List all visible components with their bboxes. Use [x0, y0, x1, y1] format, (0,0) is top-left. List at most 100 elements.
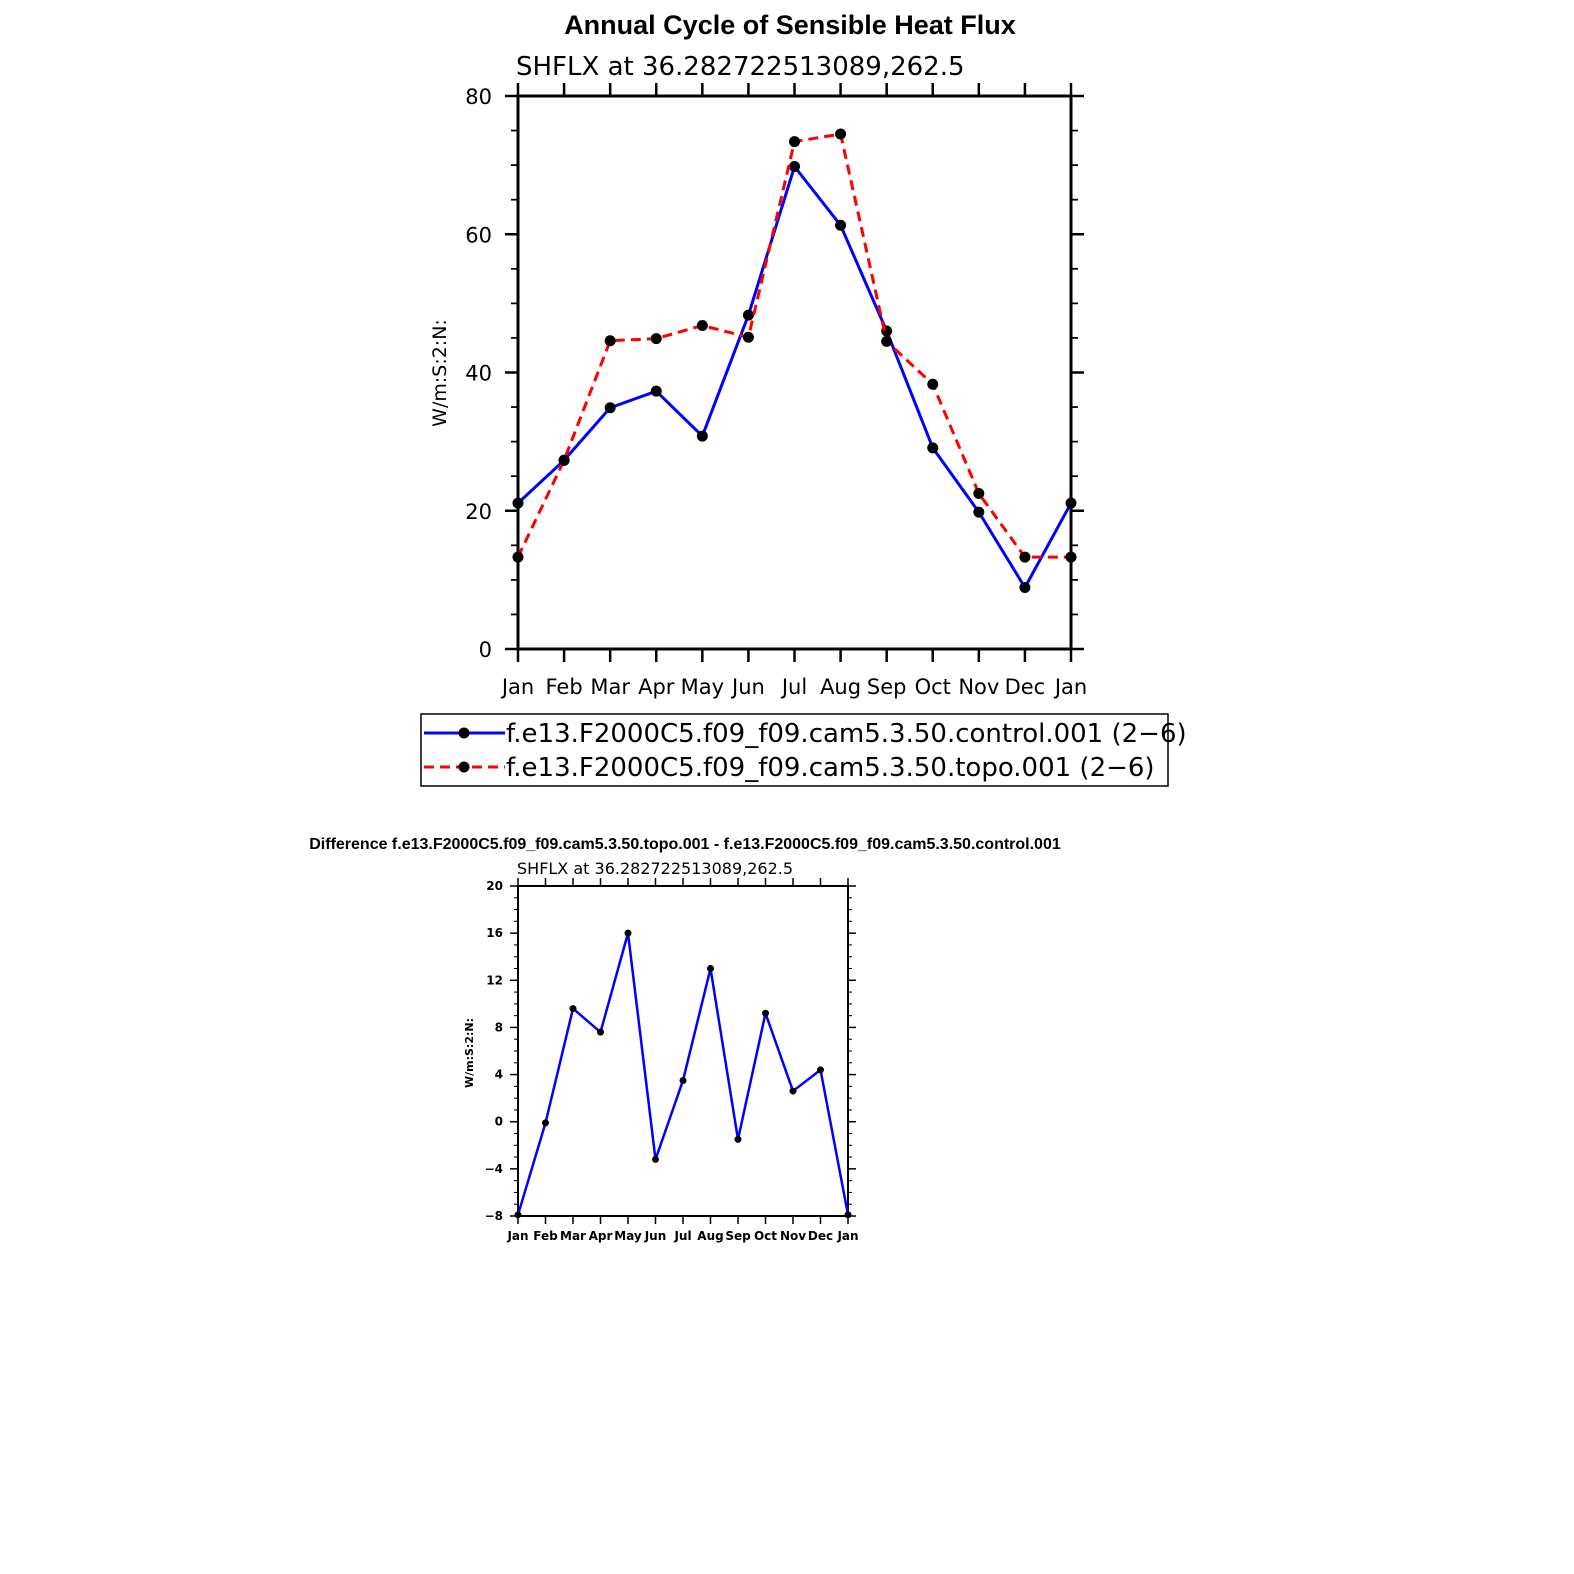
data-point-s0-2: [604, 402, 616, 414]
y-tick-label-4: 80: [465, 85, 492, 109]
x-tick-label-1: Feb: [545, 675, 582, 699]
chart1-series-group: [512, 128, 1077, 593]
legend-swatch-control-marker: [458, 727, 470, 739]
x-tick-label-10: Nov: [780, 1229, 806, 1243]
data-point-s0-11: [1019, 581, 1031, 593]
chart1-y-tick-labels: 0 20 40 60 80: [465, 85, 492, 662]
chart1-x-tick-labels: Jan Feb Mar Apr May Jun Jul Aug Sep Oct Nov Dec Jan: [500, 675, 1087, 699]
data-point-s1-11: [1019, 551, 1031, 563]
x-tick-label-11: Dec: [808, 1229, 833, 1243]
data-point-s0-3: [650, 385, 662, 397]
data-point-s0-6: [679, 1076, 687, 1084]
x-tick-label-12: Jan: [1053, 675, 1087, 699]
data-point-s0-0: [514, 1211, 522, 1219]
y-tick-label-4: 8: [495, 1020, 503, 1034]
legend-swatch-topo-marker: [458, 761, 470, 773]
data-point-s0-1: [542, 1119, 549, 1127]
x-tick-label-5: Jun: [730, 675, 765, 699]
x-tick-label-5: Jun: [644, 1229, 667, 1243]
data-point-s1-5: [742, 331, 754, 343]
chart2-x-tick-labels: Jan Feb Mar Apr May Jun Jul Aug Sep Oct Nov Dec Jan: [506, 1229, 858, 1243]
data-point-s1-0: [512, 551, 524, 563]
y-tick-label-5: 12: [486, 973, 503, 987]
data-point-s0-12: [1065, 497, 1077, 509]
data-point-s0-6: [789, 161, 800, 173]
data-point-s1-9: [927, 378, 939, 390]
data-point-s1-3: [650, 333, 662, 345]
x-tick-label-10: Nov: [958, 675, 999, 699]
x-tick-label-11: Dec: [1005, 675, 1046, 699]
y-tick-label-7: 20: [486, 879, 503, 893]
data-point-s0-2: [569, 1005, 577, 1013]
x-tick-label-2: Mar: [590, 675, 630, 699]
data-point-s1-6: [789, 136, 800, 148]
data-point-s0-12: [844, 1211, 852, 1219]
chart2-series-group: [514, 929, 852, 1219]
data-point-s0-11: [817, 1066, 824, 1074]
data-point-s0-9: [762, 1009, 769, 1017]
data-point-s0-9: [927, 442, 939, 454]
legend-label-topo: f.e13.F2000C5.f09_f09.cam5.3.50.topo.001…: [506, 753, 1155, 783]
chart1-legend: f.e13.F2000C5.f09_f09.cam5.3.50.control.…: [420, 713, 1187, 787]
chart2-y-tick-labels: −8 −4 0 4 8 12 16 20: [485, 879, 503, 1223]
chart-annual-cycle: Annual Cycle of Sensible Heat Flux SHFLX…: [420, 10, 1187, 787]
data-point-s0-8: [734, 1135, 742, 1143]
chart1-y-axis-label: W/m:S:2:N:: [429, 319, 451, 427]
data-point-s0-4: [696, 430, 708, 442]
data-point-s0-10: [973, 506, 985, 518]
y-tick-label-3: 4: [495, 1068, 503, 1082]
chart1-legend-box: [420, 713, 1169, 787]
y-tick-label-2: 0: [495, 1115, 503, 1129]
x-tick-label-3: Apr: [589, 1229, 613, 1243]
chart2-subtitle: SHFLX at 36.282722513089,262.5: [517, 859, 793, 878]
chart2-ticks: [510, 878, 856, 1224]
x-tick-label-3: Apr: [638, 675, 675, 699]
x-tick-label-7: Aug: [697, 1229, 723, 1243]
data-point-s1-7: [835, 128, 847, 140]
y-tick-label-3: 60: [465, 223, 492, 247]
x-tick-label-4: May: [614, 1229, 642, 1243]
y-tick-label-0: 0: [479, 638, 492, 662]
x-tick-label-6: Jul: [673, 1229, 691, 1243]
x-tick-label-8: Sep: [867, 675, 907, 699]
x-tick-label-7: Aug: [820, 675, 861, 699]
x-tick-label-12: Jan: [836, 1229, 858, 1243]
legend-label-control: f.e13.F2000C5.f09_f09.cam5.3.50.control.…: [506, 719, 1187, 749]
y-tick-label-1: −4: [485, 1162, 503, 1176]
x-tick-label-2: Mar: [560, 1229, 586, 1243]
x-tick-label-4: May: [681, 675, 724, 699]
x-tick-label-9: Oct: [754, 1229, 777, 1243]
chart1-title: Annual Cycle of Sensible Heat Flux: [564, 10, 1016, 40]
x-tick-label-1: Feb: [533, 1229, 558, 1243]
chart2-title: Difference f.e13.F2000C5.f09_f09.cam5.3.…: [309, 836, 1061, 853]
y-tick-label-6: 16: [486, 926, 503, 940]
x-tick-label-8: Sep: [725, 1229, 751, 1243]
data-point-s1-8: [881, 335, 893, 347]
x-tick-label-9: Oct: [915, 675, 951, 699]
chart1-ticks: [505, 83, 1084, 662]
data-point-s1-1: [558, 454, 570, 466]
data-point-s0-7: [707, 965, 714, 972]
y-tick-label-0: −8: [485, 1209, 503, 1223]
y-tick-label-2: 40: [465, 362, 492, 386]
data-point-s0-0: [512, 497, 524, 509]
data-point-s0-3: [597, 1028, 604, 1036]
chart-difference: Difference f.e13.F2000C5.f09_f09.cam5.3.…: [309, 836, 1061, 1243]
x-tick-label-0: Jan: [506, 1229, 528, 1243]
data-point-s1-2: [604, 335, 616, 347]
data-point-s1-12: [1065, 551, 1077, 563]
data-point-s0-10: [789, 1087, 797, 1095]
data-point-s0-5: [652, 1155, 659, 1163]
data-point-s0-5: [742, 309, 754, 321]
y-tick-label-1: 20: [465, 500, 492, 524]
x-tick-label-6: Jul: [780, 675, 807, 699]
data-point-s0-4: [624, 929, 632, 937]
data-point-s1-10: [973, 487, 985, 499]
chart2-y-axis-label: W/m:S:2:N:: [463, 1018, 476, 1088]
data-point-s1-4: [696, 319, 708, 331]
chart1-subtitle: SHFLX at 36.282722513089,262.5: [516, 52, 965, 82]
x-tick-label-0: Jan: [500, 675, 534, 699]
data-point-s0-7: [835, 219, 847, 231]
